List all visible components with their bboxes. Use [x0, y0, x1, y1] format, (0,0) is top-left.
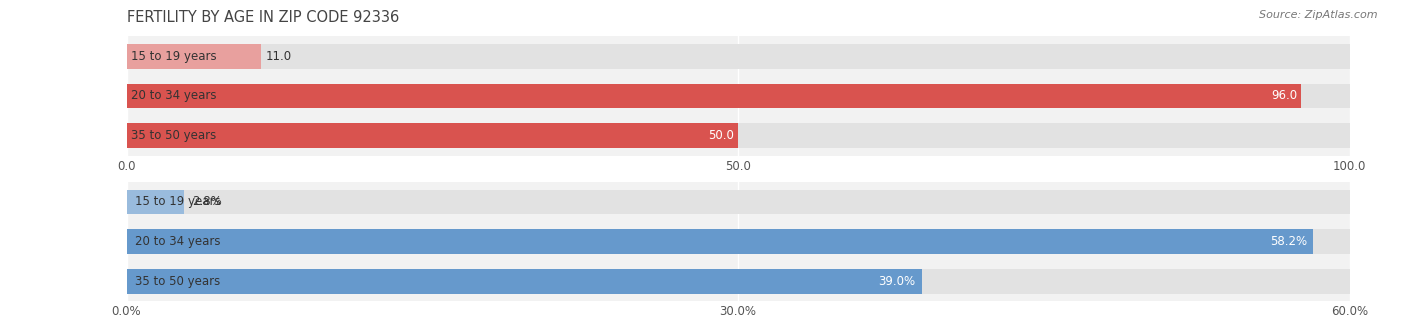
Bar	[127, 123, 1350, 148]
Text: 39.0%: 39.0%	[879, 275, 915, 288]
Text: 96.0: 96.0	[1271, 89, 1298, 103]
Text: 20 to 34 years: 20 to 34 years	[135, 235, 221, 248]
Bar	[127, 84, 1301, 108]
Text: 35 to 50 years: 35 to 50 years	[135, 275, 219, 288]
Text: 2.8%: 2.8%	[191, 195, 222, 209]
Bar	[127, 229, 1350, 254]
Text: 50.0: 50.0	[709, 129, 734, 142]
Bar	[127, 123, 738, 148]
Bar	[127, 229, 1313, 254]
Text: 11.0: 11.0	[266, 50, 292, 63]
Text: 15 to 19 years: 15 to 19 years	[135, 195, 221, 209]
Bar	[127, 269, 922, 294]
Bar	[127, 44, 1350, 69]
Bar	[127, 84, 1350, 108]
Bar	[127, 190, 184, 214]
Bar	[127, 190, 1350, 214]
Bar	[127, 269, 1350, 294]
Bar	[127, 44, 262, 69]
Text: Source: ZipAtlas.com: Source: ZipAtlas.com	[1260, 10, 1378, 20]
Text: 58.2%: 58.2%	[1270, 235, 1308, 248]
Text: FERTILITY BY AGE IN ZIP CODE 92336: FERTILITY BY AGE IN ZIP CODE 92336	[127, 10, 399, 25]
Text: 15 to 19 years: 15 to 19 years	[131, 50, 217, 63]
Text: 35 to 50 years: 35 to 50 years	[131, 129, 217, 142]
Text: 20 to 34 years: 20 to 34 years	[131, 89, 217, 103]
